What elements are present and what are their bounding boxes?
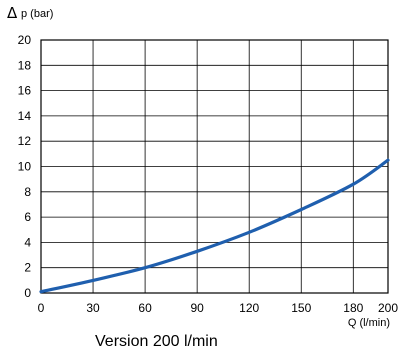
y-tick-label: 6 <box>24 210 31 224</box>
y-tick-label: 16 <box>18 84 32 98</box>
y-tick-label: 0 <box>24 286 31 300</box>
x-tick-labels: 0 30 60 90 120 150 180 200 <box>38 301 398 315</box>
x-tick-label: 150 <box>291 301 311 315</box>
x-tick-label: 200 <box>378 301 398 315</box>
y-tick-label: 20 <box>18 33 32 47</box>
y-tick-label: 2 <box>24 261 31 275</box>
x-tick-label: 90 <box>190 301 204 315</box>
y-tick-label: 4 <box>24 235 31 249</box>
y-tick-label: 12 <box>18 134 32 148</box>
grid <box>40 39 389 294</box>
y-tick-label: 18 <box>18 58 32 72</box>
x-tick-label: 30 <box>86 301 100 315</box>
x-tick-label: 0 <box>38 301 45 315</box>
series-line <box>39 158 390 294</box>
x-tick-label: 120 <box>239 301 259 315</box>
y-tick-label: 10 <box>18 160 32 174</box>
y-axis-label: p (bar) <box>21 8 53 20</box>
x-tick-label: 180 <box>343 301 363 315</box>
x-tick-label: 60 <box>138 301 152 315</box>
x-axis-label: Q (l/min) <box>348 317 390 329</box>
y-tick-label: 14 <box>18 109 32 123</box>
chart-caption: Version 200 l/min <box>95 333 218 350</box>
y-tick-labels: 0 2 4 6 8 10 12 14 16 18 20 <box>18 33 32 300</box>
y-axis-delta-symbol: Δ <box>7 4 18 22</box>
y-tick-label: 8 <box>24 185 31 199</box>
plot-frame <box>40 39 389 294</box>
